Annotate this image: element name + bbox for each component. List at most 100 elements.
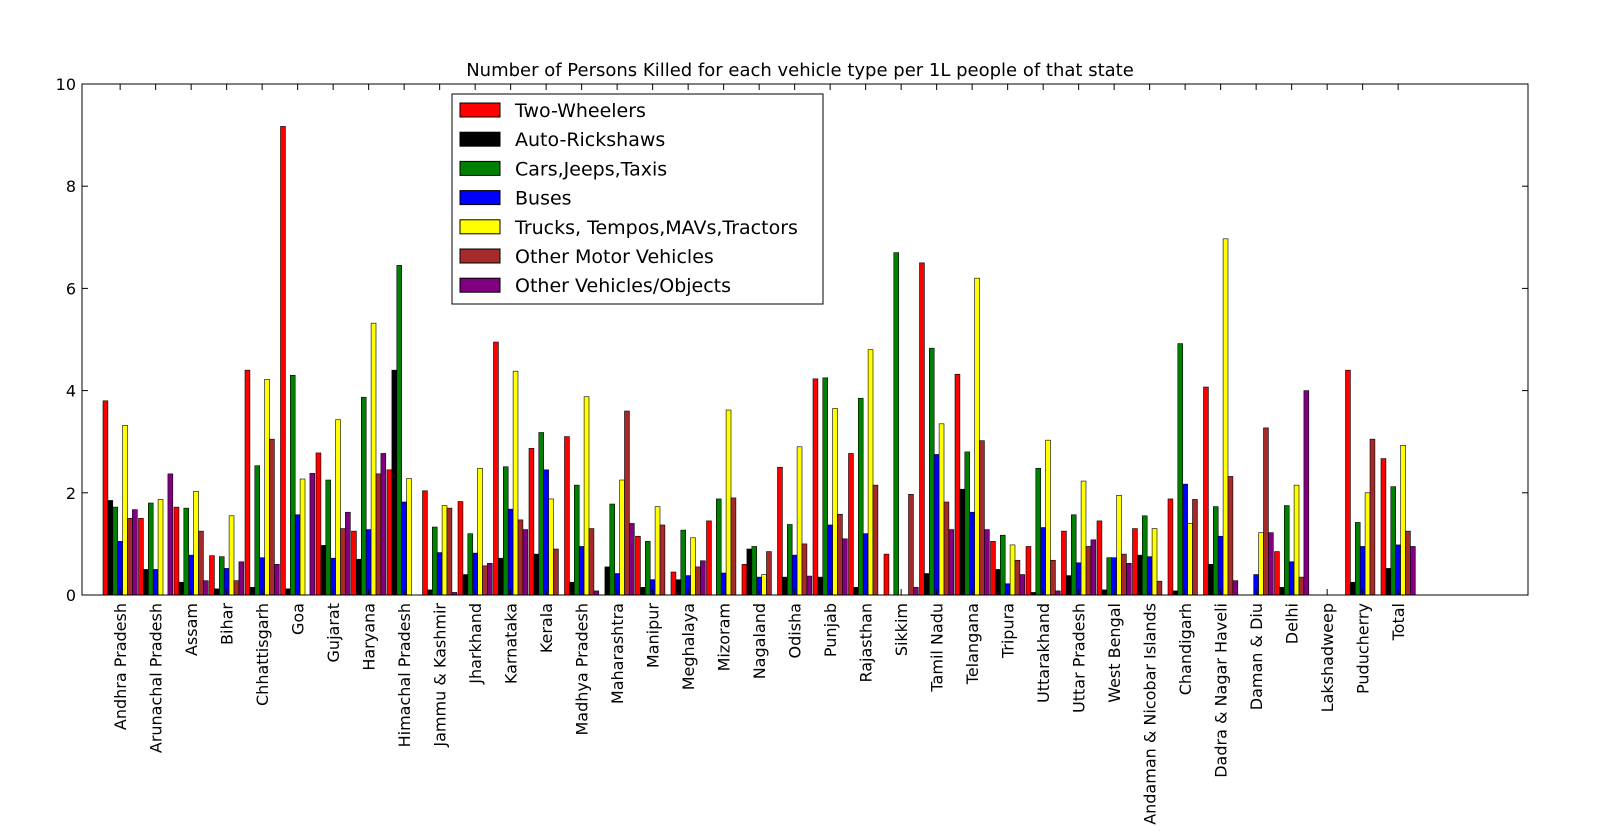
x-tick-label: Jharkhand (466, 603, 485, 685)
bar-cars-jeeps-taxis-sikkim (893, 252, 899, 596)
bar-trucks-tempos-mavs-tractors-total (1400, 444, 1406, 596)
bar-other-motor-vehicles-odisha (801, 543, 808, 596)
bar-auto-rickshaws-punjab (817, 576, 824, 596)
bar-other-vehicles-objects-meghalaya (700, 560, 706, 596)
bar-cars-jeeps-taxis-maharashtra (609, 503, 615, 596)
bar-two-wheelers-total (1380, 458, 1387, 596)
bar-two-wheelers-uttar-pradesh (1061, 530, 1067, 596)
bar-cars-jeeps-taxis-manipur (644, 541, 651, 596)
bar-trucks-tempos-mavs-tractors-uttar-pradesh (1080, 480, 1087, 596)
bar-cars-jeeps-taxis-himachal-pradesh (396, 265, 402, 596)
x-tick-label: Lakshadweep (1318, 603, 1337, 712)
bar-trucks-tempos-mavs-tractors-manipur (654, 506, 661, 596)
legend-swatch (459, 277, 501, 293)
bar-other-vehicles-objects-gujarat (345, 511, 351, 596)
chart-title: Number of Persons Killed for each vehicl… (466, 60, 1134, 81)
bar-two-wheelers-rajasthan (848, 453, 854, 596)
x-tick-label: Rajasthan (857, 603, 876, 683)
bar-cars-jeeps-taxis-chhattisgarh (254, 465, 261, 596)
x-tick-label: Odisha (786, 603, 805, 658)
bar-other-motor-vehicles-rajasthan (872, 484, 879, 596)
bar-cars-jeeps-taxis-dadra-nagar-haveli (1213, 506, 1219, 596)
bar-auto-rickshaws-haryana (356, 558, 362, 596)
bar-buses-madhya-pradesh (578, 546, 585, 596)
y-tick-label: 2 (66, 484, 76, 503)
bar-buses-jharkhand (472, 552, 478, 596)
bar-other-motor-vehicles-nagaland (766, 551, 772, 596)
bar-two-wheelers-jharkhand (457, 501, 464, 596)
x-axis: Andhra Pradesh Arunachal Pradesh Assam Biha… (111, 84, 1408, 825)
bar-cars-jeeps-taxis-puducherry (1355, 522, 1361, 596)
bar-auto-rickshaws-karnataka (498, 557, 504, 596)
bar-cars-jeeps-taxis-bihar (219, 556, 225, 596)
bar-other-motor-vehicles-andaman-nicobar-islands (1156, 580, 1163, 596)
bar-other-vehicles-objects-goa (309, 473, 316, 596)
bar-auto-rickshaws-andaman-nicobar-islands (1137, 554, 1143, 596)
bar-cars-jeeps-taxis-andhra-pradesh (112, 506, 119, 596)
x-tick-label: Himachal Pradesh (395, 603, 414, 747)
bar-other-motor-vehicles-mizoram (730, 497, 737, 596)
bar-auto-rickshaws-odisha (782, 576, 788, 596)
bar-auto-rickshaws-dadra-nagar-haveli (1208, 564, 1214, 596)
bar-two-wheelers-uttarakhand (1025, 546, 1032, 596)
bar-other-vehicles-objects-daman-diu (1268, 532, 1274, 596)
bar-buses-goa (294, 514, 301, 596)
legend-label: Buses (515, 188, 572, 210)
bar-cars-jeeps-taxis-tamil-nadu (928, 347, 935, 596)
x-tick-label: Manipur (644, 603, 663, 668)
bar-cars-jeeps-taxis-uttar-pradesh (1071, 514, 1077, 596)
bar-cars-jeeps-taxis-kerala (538, 432, 544, 596)
bar-other-vehicles-objects-arunachal-pradesh (167, 473, 174, 596)
x-tick-label: Bihar (218, 603, 237, 645)
bar-trucks-tempos-mavs-tractors-tamil-nadu (938, 423, 945, 596)
bar-two-wheelers-haryana (351, 530, 357, 596)
bar-cars-jeeps-taxis-haryana (360, 396, 367, 596)
y-tick-label: 10 (56, 75, 76, 94)
x-tick-label: Jammu & Kashmir (431, 603, 450, 748)
legend-label: Cars,Jeeps,Taxis (515, 158, 667, 180)
bar-two-wheelers-chhattisgarh (244, 369, 251, 596)
bar-cars-jeeps-taxis-nagaland (751, 546, 757, 596)
bar-other-vehicles-objects-odisha (806, 575, 813, 596)
bar-two-wheelers-puducherry (1345, 369, 1351, 596)
bar-other-motor-vehicles-total (1405, 530, 1411, 596)
bar-buses-chandigarh (1182, 483, 1188, 596)
bar-cars-jeeps-taxis-andaman-nicobar-islands (1142, 515, 1148, 596)
bar-trucks-tempos-mavs-tractors-andaman-nicobar-islands (1151, 528, 1158, 596)
bar-trucks-tempos-mavs-tractors-nagaland (761, 574, 767, 596)
legend-swatch (459, 190, 501, 206)
legend-box (451, 93, 824, 305)
x-tick-label: Goa (289, 603, 308, 635)
y-tick-label: 0 (66, 586, 76, 605)
bar-trucks-tempos-mavs-tractors-goa (299, 478, 306, 596)
bar-other-motor-vehicles-tamil-nadu (943, 501, 950, 596)
bar-other-vehicles-objects-haryana (380, 453, 387, 596)
x-tick-label: Gujarat (324, 603, 343, 662)
x-tick-label: Dadra & Nagar Haveli (1212, 603, 1231, 778)
bar-other-motor-vehicles-jharkhand (482, 565, 488, 596)
x-tick-label: Chhattisgarh (253, 603, 272, 706)
bar-two-wheelers-karnataka (493, 341, 499, 596)
bar-other-motor-vehicles-puducherry (1369, 438, 1376, 596)
x-tick-label: Karnataka (502, 603, 521, 684)
bar-two-wheelers-kerala (528, 448, 535, 596)
legend-label: Other Motor Vehicles (515, 246, 714, 268)
bar-cars-jeeps-taxis-goa (289, 374, 296, 596)
bar-trucks-tempos-mavs-tractors-kerala (548, 498, 554, 596)
bar-trucks-tempos-mavs-tractors-jharkhand (477, 467, 483, 596)
bar-auto-rickshaws-uttar-pradesh (1066, 575, 1072, 596)
bar-other-vehicles-objects-total (1410, 546, 1416, 596)
y-tick-label: 4 (66, 382, 76, 401)
bar-buses-himachal-pradesh (401, 501, 407, 596)
bar-other-motor-vehicles-dadra-nagar-haveli (1227, 476, 1234, 596)
x-tick-label: Kerala (537, 603, 556, 653)
bar-cars-jeeps-taxis-rajasthan (857, 397, 864, 596)
bar-other-motor-vehicles-sikkim (908, 494, 914, 596)
bar-other-vehicles-objects-tripura (1019, 574, 1026, 596)
bar-trucks-tempos-mavs-tractors-gujarat (335, 419, 341, 596)
bar-trucks-tempos-mavs-tractors-chhattisgarh (264, 379, 270, 596)
bar-two-wheelers-manipur (635, 535, 641, 596)
bar-two-wheelers-delhi (1274, 551, 1280, 596)
bar-auto-rickshaws-manipur (640, 587, 646, 596)
bar-trucks-tempos-mavs-tractors-jammu-kashmir (441, 505, 448, 596)
